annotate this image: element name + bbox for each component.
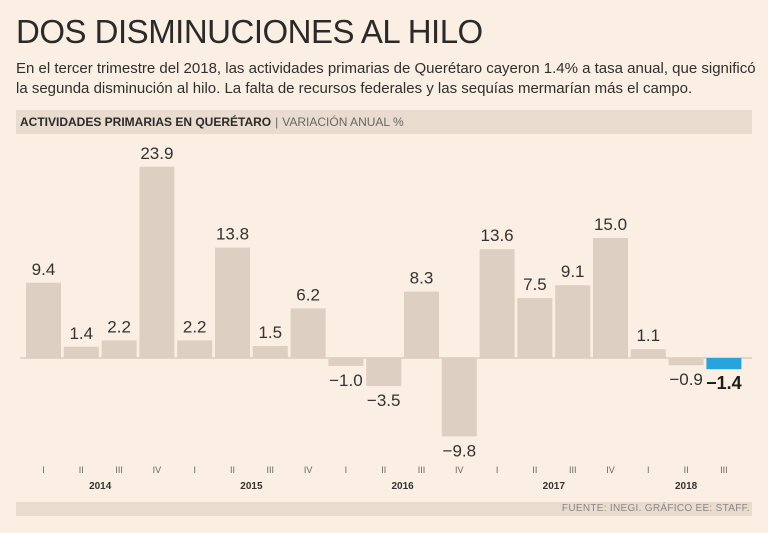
data-label: 1.1 bbox=[636, 326, 660, 345]
bar bbox=[668, 358, 704, 366]
data-label: −9.8 bbox=[443, 441, 477, 460]
x-tick-label: II bbox=[684, 465, 689, 475]
bar bbox=[177, 340, 213, 358]
x-tick-label: I bbox=[345, 465, 348, 475]
data-label: 2.2 bbox=[183, 317, 207, 336]
x-tick-label: II bbox=[79, 465, 84, 475]
x-tick-label: III bbox=[267, 465, 275, 475]
data-label: 8.3 bbox=[410, 269, 434, 288]
data-label: 9.4 bbox=[32, 260, 56, 279]
chart-unit-label: VARIACIÓN ANUAL % bbox=[282, 115, 404, 129]
source-note: FUENTE: INEGI. GRÁFICO EE: STAFF. bbox=[561, 503, 750, 514]
bar bbox=[630, 349, 666, 358]
data-label: 1.4 bbox=[69, 324, 93, 343]
x-tick-label: I bbox=[647, 465, 650, 475]
x-tick-label: I bbox=[42, 465, 45, 475]
bar bbox=[290, 308, 326, 358]
year-label: 2017 bbox=[543, 481, 566, 492]
x-tick-label: I bbox=[193, 465, 196, 475]
data-label: 13.6 bbox=[481, 226, 514, 245]
bar bbox=[555, 285, 591, 358]
x-tick-label: IV bbox=[304, 465, 313, 475]
bar bbox=[101, 340, 137, 358]
bar bbox=[593, 238, 628, 358]
data-label: 23.9 bbox=[140, 144, 173, 163]
bar bbox=[139, 166, 175, 358]
data-label: 6.2 bbox=[296, 285, 320, 304]
bar bbox=[517, 298, 553, 358]
bar bbox=[252, 346, 288, 358]
data-label: −1.4 bbox=[706, 373, 742, 393]
data-label: 15.0 bbox=[594, 215, 627, 234]
data-label: −3.5 bbox=[367, 391, 401, 410]
bar bbox=[328, 358, 364, 366]
data-label: −1.0 bbox=[329, 371, 363, 390]
year-label: 2015 bbox=[240, 481, 263, 492]
x-tick-label: II bbox=[381, 465, 386, 475]
x-tick-label: III bbox=[115, 465, 123, 475]
chart-title: ACTIVIDADES PRIMARIAS EN QUERÉTARO bbox=[20, 115, 272, 129]
x-tick-label: II bbox=[230, 465, 235, 475]
data-label: 2.2 bbox=[107, 317, 131, 336]
x-tick-label: II bbox=[532, 465, 537, 475]
chart-description: En el tercer trimestre del 2018, las act… bbox=[16, 60, 756, 97]
x-tick-label: I bbox=[496, 465, 499, 475]
data-label: 1.5 bbox=[258, 323, 282, 342]
data-label: 7.5 bbox=[523, 275, 547, 294]
bar bbox=[479, 249, 515, 358]
bar bbox=[63, 346, 99, 358]
year-label: 2016 bbox=[391, 481, 414, 492]
bar bbox=[706, 358, 742, 370]
bar bbox=[441, 358, 477, 437]
x-tick-label: III bbox=[569, 465, 577, 475]
footer-bar bbox=[16, 502, 752, 516]
x-tick-label: IV bbox=[606, 465, 615, 475]
chart-header-bar: ACTIVIDADES PRIMARIAS EN QUERÉTARO | VARIA… bbox=[16, 110, 752, 134]
bar bbox=[26, 282, 61, 358]
x-tick-label: IV bbox=[153, 465, 162, 475]
data-label: 13.8 bbox=[216, 225, 249, 244]
page-title: DOS DISMINUCIONES AL HILO bbox=[16, 13, 483, 50]
x-tick-label: III bbox=[418, 465, 426, 475]
x-tick-label: IV bbox=[455, 465, 464, 475]
data-label: 9.1 bbox=[561, 262, 585, 281]
bar bbox=[215, 247, 250, 358]
chart-header-separator: | bbox=[275, 115, 279, 129]
year-label: 2018 bbox=[675, 481, 698, 492]
bar bbox=[404, 291, 439, 358]
bar bbox=[366, 358, 402, 386]
year-label: 2014 bbox=[89, 481, 112, 492]
x-tick-label: III bbox=[720, 465, 728, 475]
data-label: −0.9 bbox=[669, 370, 703, 389]
